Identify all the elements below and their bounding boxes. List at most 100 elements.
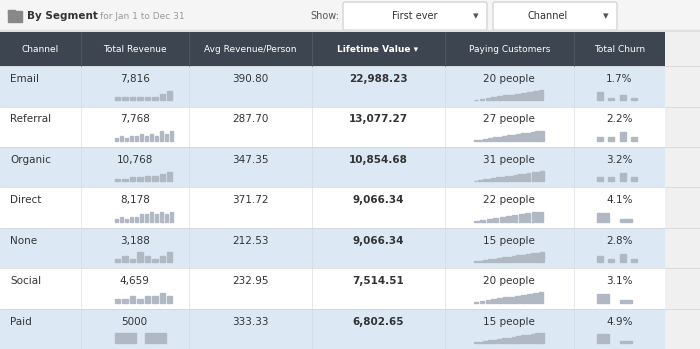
Bar: [0, 32, 80, 66]
Bar: [160, 212, 163, 222]
Bar: [486, 300, 490, 303]
Text: None: None: [10, 236, 37, 246]
Bar: [540, 131, 544, 141]
Bar: [488, 340, 491, 343]
Bar: [498, 258, 501, 262]
Bar: [503, 95, 508, 101]
Bar: [155, 136, 158, 141]
Bar: [523, 174, 526, 181]
Bar: [80, 32, 189, 66]
Bar: [620, 132, 626, 141]
Text: Total Revenue: Total Revenue: [103, 45, 167, 54]
Text: 3.2%: 3.2%: [606, 155, 633, 165]
Bar: [0, 147, 80, 187]
Bar: [531, 253, 534, 262]
Text: 15 people: 15 people: [483, 236, 536, 246]
Bar: [152, 296, 158, 303]
Bar: [120, 217, 123, 222]
Bar: [167, 296, 172, 303]
Bar: [596, 92, 603, 101]
Bar: [631, 98, 637, 101]
Text: Direct: Direct: [10, 195, 41, 205]
Bar: [596, 257, 603, 262]
Bar: [500, 177, 504, 181]
Bar: [189, 32, 312, 66]
Bar: [483, 260, 486, 262]
Bar: [115, 139, 118, 141]
Bar: [491, 299, 496, 303]
Text: 13,077.27: 13,077.27: [349, 114, 407, 125]
Bar: [526, 133, 529, 141]
Bar: [491, 97, 496, 101]
Bar: [483, 139, 486, 141]
Bar: [444, 268, 574, 309]
Bar: [527, 173, 531, 181]
Text: 27 people: 27 people: [483, 114, 536, 125]
Bar: [521, 93, 526, 101]
Text: 10,768: 10,768: [117, 155, 153, 165]
Bar: [474, 221, 479, 222]
Bar: [145, 215, 148, 222]
Bar: [498, 339, 501, 343]
Bar: [486, 219, 491, 222]
Bar: [167, 172, 172, 181]
Bar: [125, 219, 128, 222]
Bar: [574, 228, 665, 268]
Bar: [507, 337, 510, 343]
Bar: [620, 254, 626, 262]
Bar: [0, 187, 80, 228]
Text: 10,854.68: 10,854.68: [349, 155, 407, 165]
Bar: [483, 341, 486, 343]
Text: ▾: ▾: [603, 11, 609, 21]
Bar: [574, 309, 665, 349]
Bar: [531, 132, 534, 141]
Text: 22 people: 22 people: [483, 195, 536, 205]
Bar: [631, 136, 637, 141]
Bar: [491, 178, 495, 181]
Bar: [521, 133, 525, 141]
Bar: [631, 259, 637, 262]
Bar: [145, 296, 150, 303]
Bar: [488, 138, 491, 141]
Bar: [517, 255, 520, 262]
Bar: [137, 97, 143, 101]
Bar: [444, 228, 574, 268]
Bar: [137, 252, 143, 262]
Bar: [620, 300, 632, 303]
Text: 212.53: 212.53: [232, 236, 269, 246]
Bar: [512, 256, 515, 262]
Bar: [444, 32, 574, 66]
Bar: [444, 187, 574, 228]
Text: 15 people: 15 people: [483, 317, 536, 327]
Text: Channel: Channel: [22, 45, 59, 54]
Text: By Segment: By Segment: [27, 11, 98, 21]
Bar: [493, 340, 496, 343]
Bar: [518, 174, 522, 181]
Bar: [478, 180, 482, 181]
Bar: [502, 136, 506, 141]
Bar: [312, 187, 444, 228]
Bar: [500, 217, 505, 222]
Bar: [189, 268, 312, 309]
Bar: [125, 139, 128, 141]
Bar: [507, 257, 510, 262]
Bar: [631, 177, 637, 181]
Bar: [130, 217, 134, 222]
Bar: [480, 220, 485, 222]
Bar: [574, 32, 665, 66]
Bar: [538, 211, 543, 222]
Bar: [155, 215, 158, 222]
Bar: [140, 215, 143, 222]
Bar: [608, 177, 615, 181]
Bar: [536, 131, 539, 141]
Bar: [512, 215, 517, 222]
Bar: [150, 212, 153, 222]
Bar: [312, 106, 444, 147]
Bar: [444, 309, 574, 349]
Text: Paid: Paid: [10, 317, 32, 327]
Bar: [122, 97, 127, 101]
Bar: [115, 299, 120, 303]
Bar: [493, 218, 498, 222]
Text: 22,988.23: 22,988.23: [349, 74, 407, 84]
Bar: [531, 172, 535, 181]
